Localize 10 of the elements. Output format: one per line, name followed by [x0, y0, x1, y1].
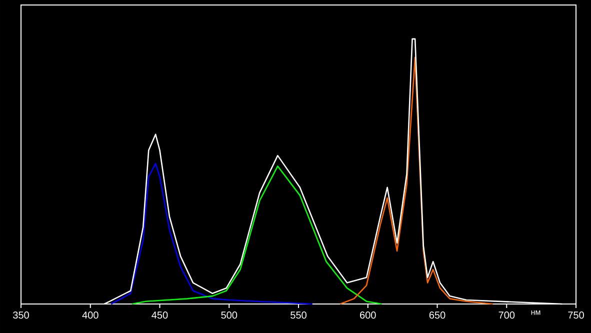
x-tick-label: 500	[221, 312, 238, 319]
x-tick-label: 400	[82, 312, 98, 319]
x-tick-label: 700	[498, 312, 515, 319]
x-tick-label: 750	[568, 312, 584, 319]
x-tick-label: 450	[152, 312, 168, 319]
x-tick-label: 350	[13, 312, 29, 319]
x-axis-title: нм	[531, 310, 540, 315]
x-tick-label: 600	[360, 312, 376, 319]
x-tick-label: 550	[290, 312, 306, 319]
x-tick-label: 650	[429, 312, 446, 319]
